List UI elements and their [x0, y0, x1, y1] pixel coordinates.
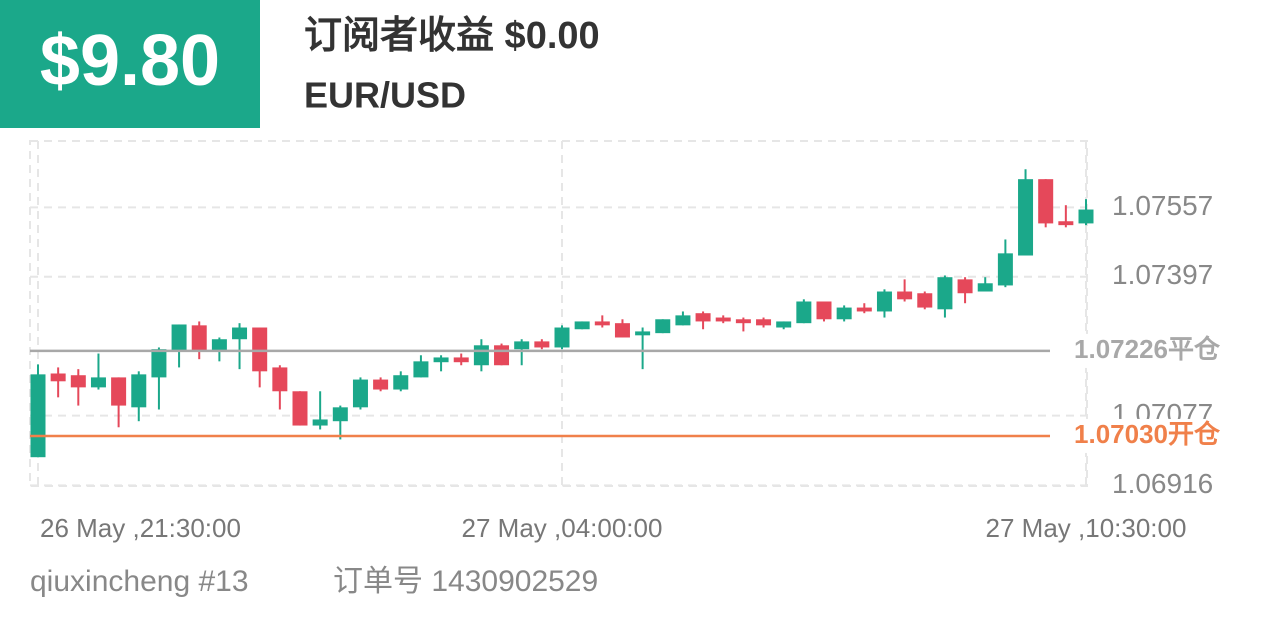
- user: qiuxincheng #13: [30, 565, 249, 598]
- candle-body: [252, 327, 268, 372]
- symbol: EUR/USD: [304, 75, 466, 116]
- x-tick-label: 27 May ,04:00:00: [462, 513, 663, 543]
- candle-body: [554, 327, 570, 348]
- candle-body: [171, 324, 187, 352]
- candle-body: [473, 345, 489, 366]
- candle-body: [836, 307, 852, 320]
- candle-body: [373, 379, 389, 390]
- candle-body: [30, 374, 46, 458]
- candle-body: [332, 407, 348, 422]
- candle-body: [50, 373, 66, 382]
- candle-body: [514, 341, 530, 350]
- candle-body: [191, 325, 207, 352]
- order-number: 订单号 1430902529: [333, 565, 598, 598]
- title: 订阅者收益 $0.00: [304, 15, 600, 57]
- candle-body: [453, 357, 469, 363]
- candle-body: [211, 339, 227, 352]
- candle-body: [131, 374, 147, 408]
- y-tick-label: 1.07557: [1112, 190, 1213, 221]
- candle-body: [957, 279, 973, 294]
- candle-body: [735, 319, 751, 324]
- candle-body: [796, 301, 812, 324]
- candle-body: [534, 341, 550, 348]
- y-tick-label: 1.06916: [1112, 468, 1213, 499]
- candle-body: [70, 375, 86, 388]
- candle-body: [675, 315, 691, 326]
- candle-body: [393, 375, 409, 390]
- candle-body: [937, 277, 953, 310]
- candle-body: [816, 301, 832, 320]
- candle-body: [272, 367, 288, 392]
- y-tick-label: 1.07397: [1112, 259, 1213, 290]
- candle-body: [574, 321, 590, 330]
- candle-body: [776, 321, 792, 328]
- candle-body: [856, 307, 872, 312]
- candle-body: [90, 377, 106, 388]
- x-tick-label: 27 May ,10:30:00: [986, 513, 1187, 543]
- plot-frame: [29, 140, 1088, 487]
- reference-label-bg: [1050, 418, 1225, 453]
- candle-body: [1018, 179, 1034, 256]
- candle-body: [715, 317, 731, 322]
- candle-body: [413, 361, 429, 378]
- candle-body: [1038, 179, 1054, 224]
- candle-body: [997, 253, 1013, 286]
- reference-label-bg: [1050, 333, 1225, 368]
- candle-body: [312, 419, 328, 426]
- candle-body: [292, 391, 308, 426]
- candle-body: [977, 283, 993, 292]
- reference-label: 1.07030开仓: [1074, 419, 1221, 449]
- candle-body: [655, 319, 671, 334]
- candle-body: [352, 379, 368, 408]
- candle-body: [635, 331, 651, 336]
- candle-body: [494, 345, 510, 366]
- candle-body: [756, 319, 772, 326]
- candle-body: [433, 357, 449, 363]
- candle-body: [876, 291, 892, 312]
- candle-body: [614, 323, 630, 338]
- profit-badge: [0, 0, 260, 128]
- candle-body: [897, 291, 913, 300]
- candle-body: [594, 321, 610, 326]
- candle-body: [917, 293, 933, 308]
- candle-body: [111, 377, 127, 406]
- profit: $9.80: [40, 21, 220, 101]
- x-tick-label: 26 May ,21:30:00: [40, 513, 241, 543]
- candle-body: [232, 327, 248, 340]
- reference-label: 1.07226平仓: [1074, 334, 1221, 364]
- candle-body: [1078, 209, 1094, 224]
- candle-body: [1058, 221, 1074, 226]
- candle-body: [695, 313, 711, 322]
- candle-body: [151, 349, 167, 378]
